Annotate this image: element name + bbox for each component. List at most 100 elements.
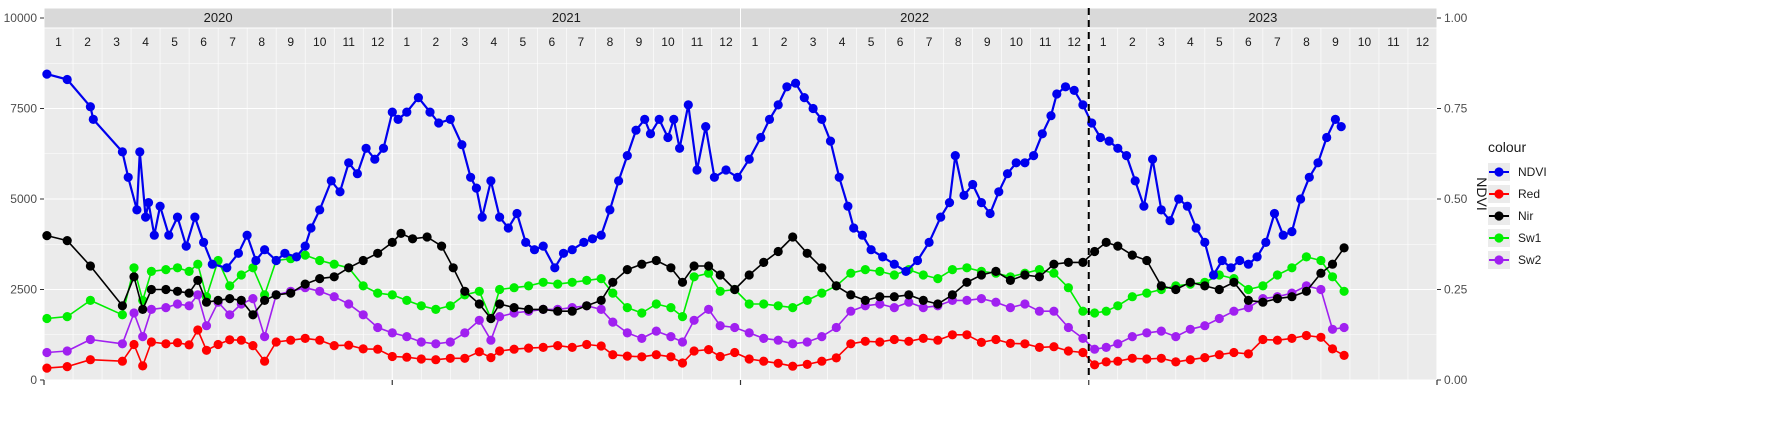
- point-red-75: [1090, 360, 1100, 370]
- point-ndvi-25: [291, 252, 302, 262]
- point-ndvi-76: [744, 154, 754, 164]
- point-ndvi-99: [959, 190, 969, 200]
- point-nir-23: [358, 255, 368, 266]
- point-sw2-74: [1078, 333, 1088, 343]
- point-ndvi-18: [222, 263, 232, 273]
- point-sw2-53: [773, 335, 783, 345]
- point-sw1-38: [567, 277, 577, 287]
- point-nir-6: [146, 284, 156, 295]
- point-sw1-8: [172, 263, 183, 273]
- point-ndvi-136: [1278, 230, 1288, 240]
- point-sw1-86: [1243, 284, 1253, 295]
- point-sw1-28: [431, 304, 441, 314]
- point-sw2-91: [1316, 284, 1326, 295]
- point-ndvi-129: [1217, 255, 1227, 266]
- point-red-80: [1156, 353, 1166, 363]
- point-red-68: [991, 334, 1001, 345]
- point-red-72: [1049, 342, 1059, 352]
- point-ndvi-105: [1011, 158, 1021, 168]
- y2-tick-label-1: 0.25: [1444, 283, 1468, 297]
- point-red-1: [62, 362, 72, 372]
- month-label-2022-3: 3: [810, 35, 817, 49]
- point-nir-32: [474, 299, 484, 309]
- point-red-33: [495, 346, 505, 356]
- point-ndvi-77: [756, 132, 766, 143]
- point-ndvi-115: [1095, 132, 1105, 143]
- point-nir-0: [42, 231, 52, 241]
- point-red-18: [286, 335, 296, 345]
- point-sw1-7: [161, 265, 171, 275]
- month-label-2020-10: 10: [313, 35, 327, 49]
- point-red-35: [524, 343, 534, 353]
- month-label-2023-5: 5: [1216, 35, 1223, 49]
- point-ndvi-37: [393, 114, 403, 124]
- point-sw1-34: [509, 283, 519, 293]
- point-ndvi-78: [764, 114, 775, 124]
- point-sw2-69: [1005, 303, 1016, 313]
- point-ndvi-68: [669, 114, 679, 124]
- point-red-58: [846, 339, 856, 349]
- point-red-92: [1327, 344, 1338, 354]
- month-label-2022-12: 12: [1068, 35, 1082, 49]
- point-sw2-41: [608, 317, 618, 327]
- point-sw2-31: [474, 315, 484, 325]
- point-ndvi-57: [579, 237, 589, 247]
- point-nir-31: [460, 286, 470, 296]
- point-red-41: [608, 350, 618, 360]
- point-ndvi-64: [640, 114, 650, 124]
- point-sw1-78: [1127, 292, 1137, 302]
- point-ndvi-72: [701, 122, 711, 132]
- point-nir-24: [373, 248, 383, 258]
- point-sw2-45: [666, 332, 676, 342]
- point-nir-2: [85, 261, 95, 271]
- point-sw2-66: [962, 295, 972, 305]
- point-red-42: [622, 351, 632, 361]
- point-ndvi-95: [924, 237, 934, 247]
- point-nir-21: [329, 272, 339, 282]
- point-sw1-59: [860, 265, 870, 275]
- point-sw2-70: [1020, 299, 1030, 309]
- point-red-27: [416, 354, 426, 364]
- point-sw2-51: [744, 328, 754, 338]
- point-nir-86: [1229, 277, 1239, 287]
- year-label-2022: 2022: [900, 10, 929, 25]
- point-ndvi-96: [936, 212, 946, 222]
- point-red-16: [260, 356, 270, 366]
- point-sw2-49: [715, 321, 725, 331]
- point-red-0: [42, 363, 52, 373]
- point-red-28: [431, 355, 441, 365]
- point-sw1-54: [788, 303, 798, 313]
- point-ndvi-100: [968, 179, 978, 190]
- point-sw2-58: [846, 306, 856, 316]
- series-red: [42, 325, 1349, 373]
- point-red-66: [962, 330, 972, 340]
- point-ndvi-9: [143, 198, 154, 208]
- month-label-2022-7: 7: [926, 35, 933, 49]
- point-red-49: [715, 351, 725, 362]
- point-sw2-15: [248, 294, 258, 304]
- point-nir-52: [744, 270, 754, 280]
- point-sw1-6: [146, 266, 156, 276]
- point-ndvi-28: [315, 205, 325, 215]
- month-label-2022-6: 6: [897, 35, 904, 49]
- month-label-2021-8: 8: [607, 35, 614, 49]
- point-sw2-33: [495, 312, 505, 322]
- legend-label-sw2: Sw2: [1518, 253, 1542, 267]
- point-sw1-43: [637, 308, 647, 318]
- line-red: [46, 329, 1345, 369]
- y-axis-left: 0 2500 5000 7500 10000: [4, 11, 44, 387]
- point-ndvi-17: [207, 259, 217, 269]
- point-red-23: [358, 344, 368, 354]
- point-ndvi-128: [1208, 270, 1219, 280]
- point-red-14: [236, 335, 246, 345]
- point-ndvi-82: [799, 93, 809, 103]
- point-nir-59: [846, 290, 856, 300]
- point-nir-89: [1272, 294, 1282, 304]
- point-nir-34: [495, 299, 505, 309]
- point-ndvi-91: [878, 252, 888, 262]
- month-label-2022-2: 2: [781, 35, 788, 49]
- point-sw2-42: [622, 328, 632, 338]
- point-sw2-1: [62, 346, 72, 356]
- point-sw2-83: [1200, 321, 1210, 331]
- point-nir-36: [524, 304, 534, 314]
